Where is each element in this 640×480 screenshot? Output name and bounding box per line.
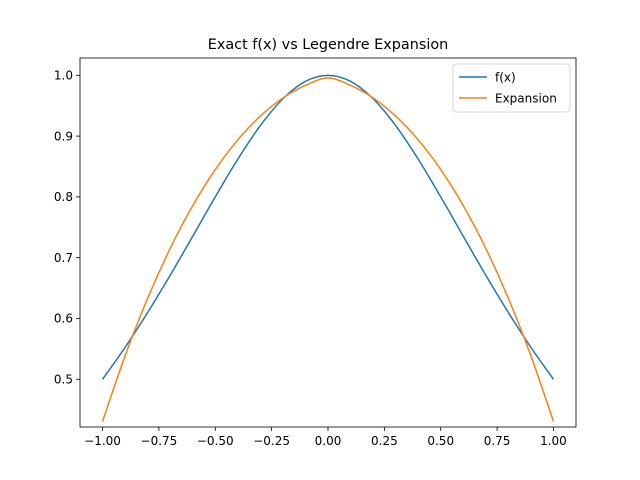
legend: f(x) Expansion: [452, 63, 571, 113]
x-tick-label: −0.50: [197, 434, 234, 448]
y-tick-label: 1.0: [54, 69, 73, 83]
y-tick-label: 0.5: [54, 372, 73, 386]
y-tick-label: 0.7: [54, 251, 73, 265]
chart-title: Exact f(x) vs Legendre Expansion: [208, 37, 449, 53]
x-tick-label: −0.25: [253, 434, 290, 448]
legend-entry-label: f(x): [495, 70, 516, 84]
y-tick-label: 0.8: [54, 190, 73, 204]
legend-box: [452, 63, 571, 113]
series-layer: [101, 74, 555, 422]
series-line-expansion: [101, 77, 555, 422]
x-tick-label: 0.50: [427, 434, 454, 448]
y-tick-label: 0.6: [54, 312, 73, 326]
x-tick-label: −0.75: [141, 434, 178, 448]
x-tick-label: 1.00: [540, 434, 567, 448]
y-tick-label: 0.9: [54, 129, 73, 143]
x-tick-label: 0.75: [484, 434, 511, 448]
x-tick-label: 0.25: [371, 434, 398, 448]
series-line-fx: [101, 74, 555, 380]
x-tick-label: −1.00: [84, 434, 121, 448]
plot-area: −1.00 −0.75 −0.50 −0.25 0.00 0.25 0.50 0.75 1.00…: [54, 57, 577, 448]
x-tick-label: 0.00: [315, 434, 342, 448]
legend-entry-label: Expansion: [495, 91, 557, 105]
